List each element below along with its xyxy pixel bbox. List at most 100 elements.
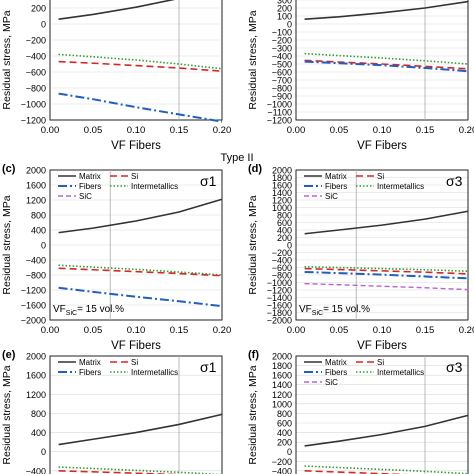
y-tick-label: −800 xyxy=(272,271,292,281)
y-tick-label: −300 xyxy=(272,44,292,54)
series-line-fibers xyxy=(58,92,223,123)
x-tick-label: 0.15 xyxy=(170,125,189,136)
y-tick-label: −400 xyxy=(26,52,46,62)
panel-letter: (f) xyxy=(248,349,259,361)
series-line-sic xyxy=(304,282,469,291)
y-tick-label: −800 xyxy=(26,84,46,94)
y-tick-label: −200 xyxy=(272,457,292,467)
legend-label-fibers: Fibers xyxy=(325,182,347,191)
y-axis-label: Residual stress, MPa xyxy=(247,365,259,464)
chart-panel-6: −800−600−400−200020040060080010001200140… xyxy=(247,349,469,474)
x-tick-label: 0.10 xyxy=(373,125,392,136)
legend-label-matrix: Matrix xyxy=(325,172,347,181)
y-tick-label: 800 xyxy=(31,409,46,419)
x-tick-label: 0.00 xyxy=(287,125,306,136)
legend-label-si: Si xyxy=(377,358,384,367)
legend-label-sic: SiC xyxy=(325,378,338,387)
y-tick-label: 1000 xyxy=(272,203,292,213)
y-axis-label: Residual stress, MPa xyxy=(247,10,259,109)
series-line-fibers xyxy=(304,271,469,280)
y-tick-label: −1000 xyxy=(267,100,292,110)
series-line-intermetallics xyxy=(58,466,223,474)
sigma-label: σ1 xyxy=(200,173,217,189)
y-axis-label: Residual stress, MPa xyxy=(247,195,259,294)
series-line-fibers xyxy=(304,60,469,73)
y-tick-label: −700 xyxy=(272,76,292,86)
y-tick-label: −1800 xyxy=(267,308,292,318)
x-tick-label: 0.20 xyxy=(213,325,232,336)
x-tick-label: 0.10 xyxy=(373,325,392,336)
x-axis-label: VF Fibers xyxy=(111,140,161,152)
y-tick-label: 600 xyxy=(277,218,292,228)
series-line-intermetallics xyxy=(304,465,469,474)
series-line-si xyxy=(58,267,223,277)
y-tick-label: −1200 xyxy=(21,286,46,296)
y-tick-label: −400 xyxy=(272,466,292,474)
y-tick-label: 400 xyxy=(31,226,46,236)
y-tick-label: −1100 xyxy=(267,108,292,118)
series-line-si xyxy=(304,59,469,70)
legend-label-fibers: Fibers xyxy=(79,182,101,191)
y-tick-label: 200 xyxy=(277,233,292,243)
legend-label-matrix: Matrix xyxy=(325,358,347,367)
y-tick-label: 2000 xyxy=(272,352,292,362)
y-tick-label: −1000 xyxy=(267,278,292,288)
y-tick-label: 800 xyxy=(277,211,292,221)
panel-letter: (e) xyxy=(2,349,16,361)
y-tick-label: 0 xyxy=(41,20,46,30)
y-tick-label: 800 xyxy=(277,409,292,419)
y-tick-label: 1600 xyxy=(272,181,292,191)
chart-panel-3: −2000 −1600 −1200 −800 −400 0 400 800 1200 1600 20… xyxy=(1,163,231,352)
x-tick-label: 0.00 xyxy=(41,325,60,336)
y-tick-label: −1600 xyxy=(21,301,46,311)
plot-frame xyxy=(295,355,469,474)
y-axis-label: Residual stress, MPa xyxy=(1,365,13,464)
series-line-intermetallics xyxy=(304,52,469,65)
y-tick-label: 0 xyxy=(287,241,292,251)
y-tick-label: 200 xyxy=(31,4,46,14)
legend-label-si: Si xyxy=(377,172,384,181)
y-tick-label: −800 xyxy=(272,84,292,94)
y-tick-label: 0 xyxy=(41,447,46,457)
y-tick-label: 1200 xyxy=(272,390,292,400)
y-tick-label: 300 xyxy=(277,0,292,6)
legend-label-intermetallics: Intermetallics xyxy=(131,368,178,377)
series-line-intermetallics xyxy=(304,265,469,273)
plot-frame xyxy=(49,169,223,321)
y-tick-label: 400 xyxy=(277,226,292,236)
y-tick-label: −2000 xyxy=(21,316,46,326)
y-tick-label: −900 xyxy=(272,92,292,102)
legend-label-matrix: Matrix xyxy=(79,358,101,367)
y-tick-label: 1200 xyxy=(26,196,46,206)
y-tick-label: −600 xyxy=(272,68,292,78)
series-line-matrix xyxy=(58,413,223,446)
chart-panel-2: −1200−1100−1000−900−800−700−600−500−400−… xyxy=(247,0,474,152)
x-tick-label: 0.00 xyxy=(287,325,306,336)
y-tick-label: 100 xyxy=(277,12,292,22)
y-tick-label: −200 xyxy=(272,36,292,46)
legend-label-fibers: Fibers xyxy=(325,368,347,377)
sigma-label: σ1 xyxy=(200,359,217,375)
legend-label-intermetallics: Intermetallics xyxy=(377,368,424,377)
y-tick-label: −1600 xyxy=(267,301,292,311)
y-tick-label: −800 xyxy=(26,271,46,281)
chart-panel-1: −1200−1000−800−600−400−20002004000.000.0… xyxy=(1,0,231,152)
x-axis-label: VF Fibers xyxy=(357,340,407,352)
x-tick-label: 0.05 xyxy=(84,125,103,136)
x-tick-label: 0.20 xyxy=(459,325,474,336)
x-tick-label: 0.15 xyxy=(170,325,189,336)
x-axis-label: VF Fibers xyxy=(357,140,407,152)
y-tick-label: 0 xyxy=(287,447,292,457)
series-line-intermetallics xyxy=(58,53,223,70)
y-tick-label: −400 xyxy=(272,256,292,266)
series-line-si xyxy=(58,60,223,72)
vf-sic-annotation: VFSiC= 15 vol.% xyxy=(53,304,124,317)
legend-label-sic: SiC xyxy=(79,192,92,201)
x-tick-label: 0.15 xyxy=(416,125,435,136)
y-tick-label: 400 xyxy=(277,428,292,438)
y-tick-label: 400 xyxy=(31,428,46,438)
series-line-matrix xyxy=(304,210,469,235)
y-tick-label: 1200 xyxy=(26,390,46,400)
x-tick-label: 0.20 xyxy=(213,125,232,136)
